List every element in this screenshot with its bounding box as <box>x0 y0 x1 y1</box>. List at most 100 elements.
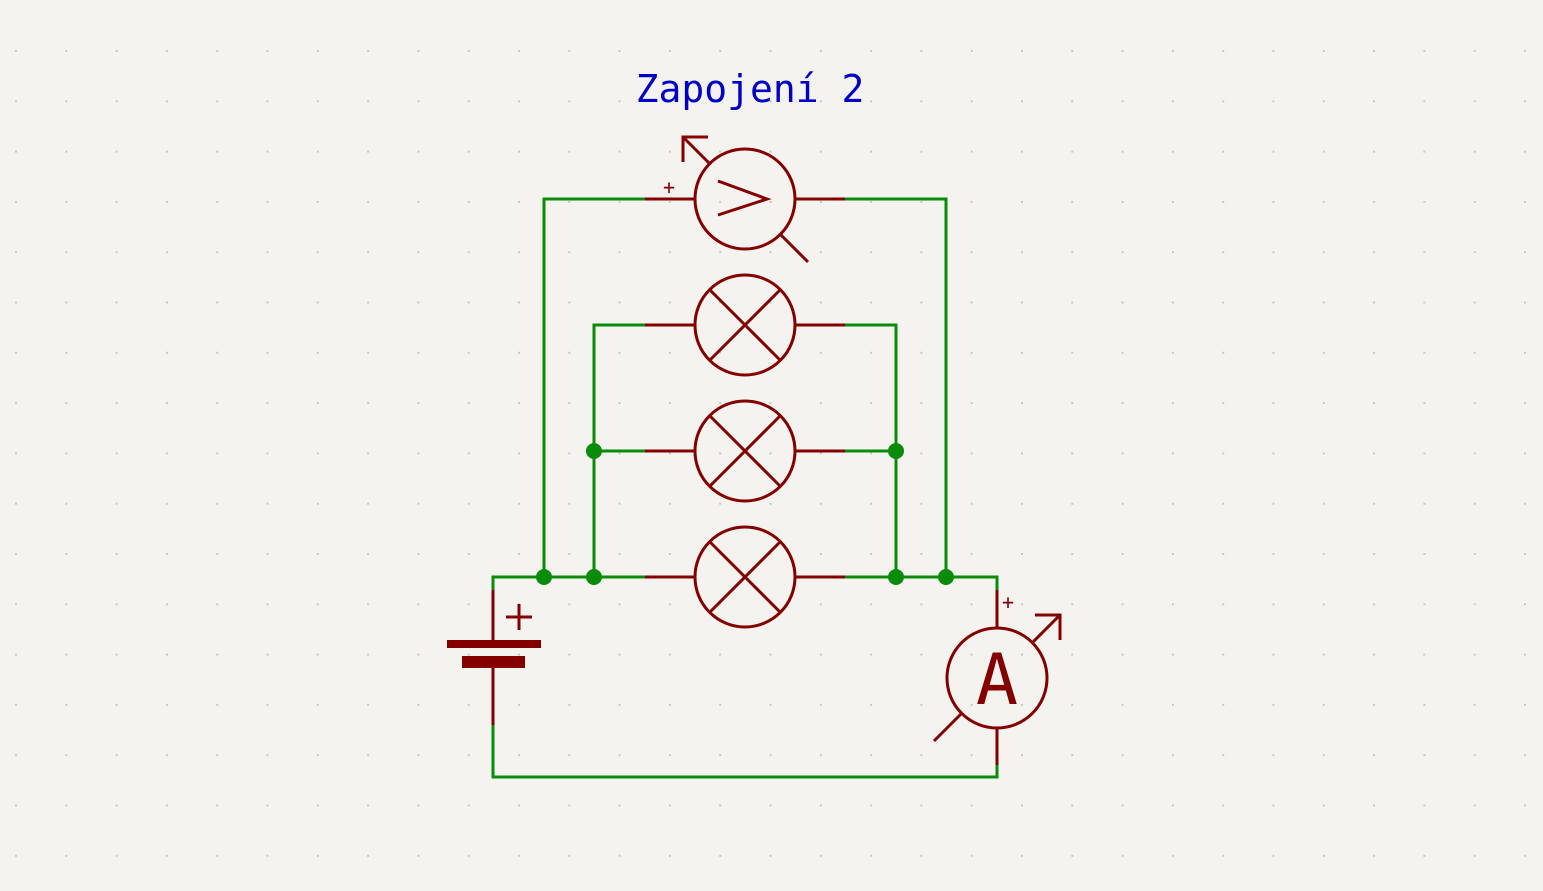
grid-dot <box>417 100 420 103</box>
grid-dot <box>1171 100 1174 103</box>
grid-dot <box>15 754 17 757</box>
grid-dot <box>1222 502 1225 505</box>
grid-dot <box>1121 754 1124 757</box>
grid-dot <box>970 200 973 203</box>
grid-dot <box>65 804 68 807</box>
grid-dot <box>65 854 68 857</box>
grid-dot <box>216 754 219 757</box>
grid-dot <box>1473 653 1476 656</box>
grid-dot <box>417 402 420 405</box>
grid-dot <box>970 854 973 857</box>
grid-dot <box>1121 703 1124 706</box>
grid-dot <box>719 703 722 706</box>
grid-dot <box>1171 854 1174 857</box>
grid-dot <box>367 603 370 606</box>
grid-dot <box>870 50 873 52</box>
grid-dot <box>1322 200 1325 203</box>
grid-dot <box>165 251 168 254</box>
grid-dot <box>15 502 17 505</box>
grid-dot <box>1373 653 1376 656</box>
grid-dot <box>1071 502 1074 505</box>
grid-dot <box>668 251 671 254</box>
grid-dot <box>1373 150 1376 153</box>
grid-dot <box>1171 653 1174 656</box>
grid-dot <box>1071 452 1074 455</box>
grid-dot <box>15 200 17 203</box>
grid-dot <box>668 50 671 52</box>
grid-dot <box>1021 452 1023 455</box>
grid-dot <box>165 452 168 455</box>
grid-dot <box>1473 50 1476 52</box>
grid-dot <box>1171 200 1174 203</box>
grid-dot <box>1121 301 1124 304</box>
grid-dot <box>15 452 17 455</box>
grid-dot <box>1071 100 1074 103</box>
grid-dot <box>1473 754 1476 757</box>
grid-dot <box>316 402 319 405</box>
grid-dot <box>266 502 269 505</box>
grid-dot <box>467 553 470 555</box>
grid-dot <box>316 301 319 304</box>
grid-dot <box>1423 452 1426 455</box>
grid-dot <box>65 754 68 757</box>
grid-dot <box>568 251 571 254</box>
grid-dot <box>518 301 520 304</box>
grid-dot <box>1171 150 1174 153</box>
grid-dot <box>467 251 470 254</box>
grid-dot <box>870 351 873 354</box>
grid-dot <box>1021 553 1023 555</box>
grid-dot <box>1272 703 1275 706</box>
grid-dot <box>870 854 873 857</box>
grid-dot <box>568 351 571 354</box>
grid-dot <box>618 200 621 203</box>
grid-dot <box>165 653 168 656</box>
grid-dot <box>920 150 923 153</box>
grid-dot <box>719 452 722 455</box>
grid-dot <box>115 754 118 757</box>
grid-dot <box>467 50 470 52</box>
grid-dot <box>1373 703 1376 706</box>
grid-dot <box>719 301 722 304</box>
grid-dot <box>568 100 571 103</box>
grid-dot <box>719 502 722 505</box>
grid-dot <box>1222 603 1225 606</box>
grid-dot <box>65 603 68 606</box>
grid-dot <box>1322 351 1325 354</box>
grid-dot <box>518 251 520 254</box>
grid-dot <box>920 100 923 103</box>
grid-dot <box>819 150 822 153</box>
grid-dot <box>870 200 873 203</box>
grid-dot <box>417 502 420 505</box>
grid-dot <box>115 150 118 153</box>
grid-dot <box>920 251 923 254</box>
grid-dot <box>618 653 621 656</box>
grid-dot <box>618 402 621 405</box>
grid-dot <box>1322 251 1325 254</box>
grid-dot <box>618 754 621 757</box>
grid-dot <box>568 804 571 807</box>
grid-dot <box>115 703 118 706</box>
junctions <box>536 443 954 585</box>
grid-dot <box>870 100 873 103</box>
grid-dot <box>920 854 923 857</box>
grid-dot <box>115 804 118 807</box>
grid-dot <box>920 754 923 757</box>
grid-dot <box>367 804 370 807</box>
grid-dot <box>316 653 319 656</box>
grid-dot <box>316 754 319 757</box>
grid-dot <box>719 100 722 103</box>
grid-dot <box>65 150 68 153</box>
grid-dot <box>819 402 822 405</box>
grid-dot <box>1171 502 1174 505</box>
grid-dot <box>1473 402 1476 405</box>
grid-dot <box>216 502 219 505</box>
grid-dot <box>1121 804 1124 807</box>
grid-dot <box>618 703 621 706</box>
grid-dot <box>1473 603 1476 606</box>
grid-dot <box>819 251 822 254</box>
grid-dot <box>15 703 17 706</box>
grid-dot <box>568 301 571 304</box>
grid-dot <box>266 301 269 304</box>
grid-dot <box>367 703 370 706</box>
